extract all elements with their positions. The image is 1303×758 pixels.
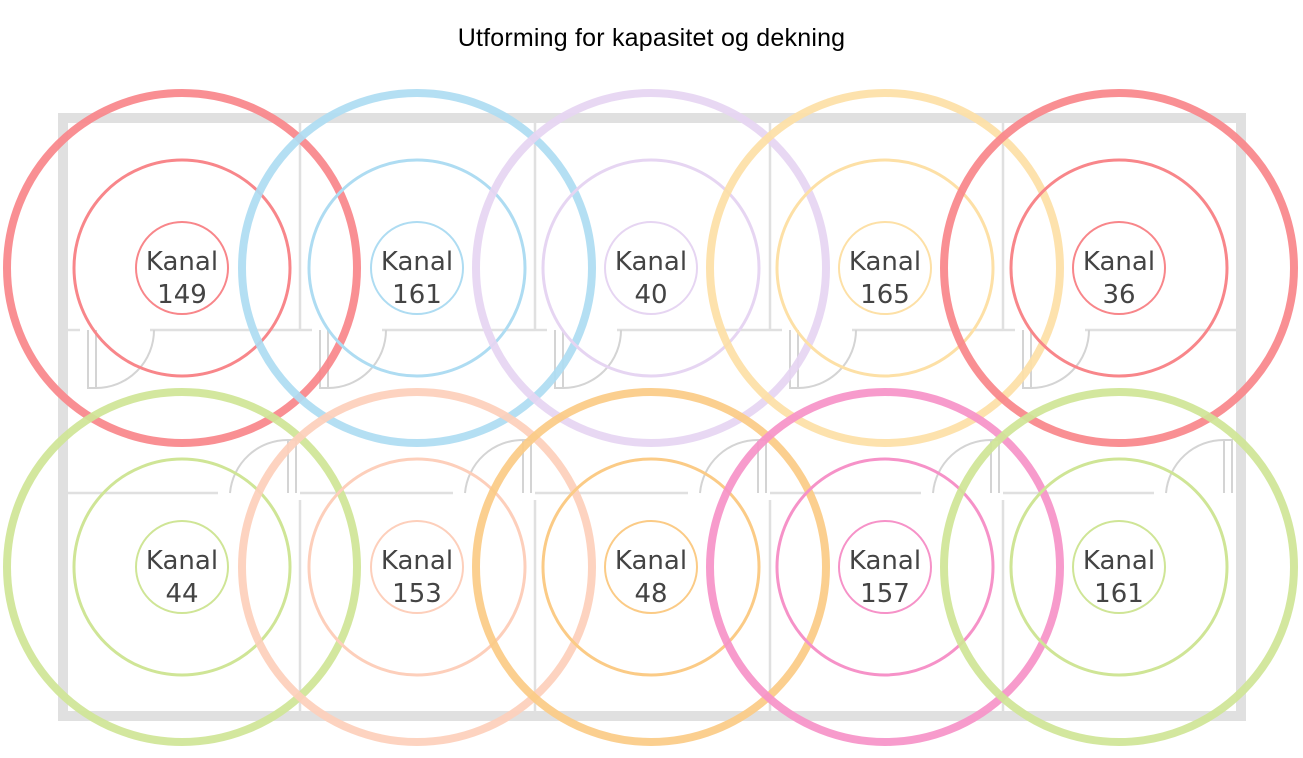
channel-word-label: Kanal [146, 546, 218, 576]
door-swing-arc [95, 329, 155, 389]
inner-coverage-ring [72, 158, 292, 378]
door-swing-arc [797, 329, 857, 389]
access-point-cell [940, 89, 1298, 447]
channel-word-label: Kanal [615, 546, 687, 576]
outer-coverage-ring [706, 388, 1064, 746]
access-point-circle [838, 221, 932, 315]
building-walls [58, 113, 1246, 721]
channel-word-label: Kanal [1083, 247, 1155, 277]
inner-coverage-ring [72, 457, 292, 677]
channel-word-label: Kanal [849, 546, 921, 576]
access-point-circle [370, 520, 464, 614]
channel-number-label: 161 [392, 280, 442, 310]
channel-number-label: 48 [634, 579, 667, 609]
inner-coverage-ring [541, 158, 761, 378]
door-swing-arc [1030, 329, 1090, 389]
channel-number-label: 149 [157, 280, 207, 310]
door-swing-arc [464, 438, 524, 494]
outer-coverage-ring [472, 89, 830, 447]
inner-coverage-ring [775, 457, 995, 677]
inner-coverage-ring [1009, 158, 1229, 378]
access-point-circle [604, 221, 698, 315]
channel-number-label: 157 [860, 579, 910, 609]
channel-word-label: Kanal [615, 247, 687, 277]
door-leaf [1223, 439, 1233, 493]
door-swing-arc [699, 438, 759, 494]
inner-coverage-ring [1009, 457, 1229, 677]
access-point-circle [1072, 520, 1166, 614]
outer-coverage-ring [472, 388, 830, 746]
outer-coverage-ring [940, 89, 1298, 447]
channel-word-label: Kanal [146, 247, 218, 277]
access-point-cell [3, 89, 361, 447]
access-point-circle [135, 221, 229, 315]
diagram-title: Utforming for kapasitet og dekning [457, 24, 846, 52]
door-swing-arc [327, 329, 387, 389]
access-point-circle [370, 221, 464, 315]
channel-word-label: Kanal [381, 247, 453, 277]
channel-labels: Kanal149Kanal161Kanal40Kanal165Kanal36Ka… [146, 247, 1155, 609]
outer-coverage-ring [3, 89, 361, 447]
channel-number-label: 165 [860, 280, 910, 310]
channel-number-label: 44 [165, 579, 198, 609]
inner-coverage-ring [307, 457, 527, 677]
access-point-circle [1072, 221, 1166, 315]
access-point-cell [472, 89, 830, 447]
channel-number-label: 153 [392, 579, 442, 609]
door-swing-arc [562, 329, 622, 389]
channel-number-label: 161 [1094, 579, 1144, 609]
coverage-circles [3, 89, 1298, 746]
channel-word-label: Kanal [381, 546, 453, 576]
inner-coverage-ring [775, 158, 995, 378]
channel-number-label: 40 [634, 280, 667, 310]
door-leaf [87, 330, 97, 389]
door-swing-arc [932, 438, 992, 494]
access-point-cell [706, 388, 1064, 746]
door-swing-arc [1165, 438, 1225, 494]
access-point-circle [135, 520, 229, 614]
channel-number-label: 36 [1102, 280, 1135, 310]
access-point-circle [838, 520, 932, 614]
outer-coverage-ring [3, 388, 361, 746]
inner-coverage-ring [541, 457, 761, 677]
channel-word-label: Kanal [849, 247, 921, 277]
access-point-cell [706, 89, 1064, 447]
outer-wall [58, 113, 1246, 721]
outer-coverage-ring [940, 388, 1298, 746]
outer-coverage-ring [238, 89, 596, 447]
access-point-circle [604, 520, 698, 614]
access-point-cell [3, 388, 361, 746]
inner-coverage-ring [307, 158, 527, 378]
access-point-cell [940, 388, 1298, 746]
access-point-cell [472, 388, 830, 746]
outer-coverage-ring [706, 89, 1064, 447]
access-point-cell [238, 388, 596, 746]
door-swing-arc [229, 438, 289, 494]
channel-word-label: Kanal [1083, 546, 1155, 576]
access-point-cell [238, 89, 596, 447]
outer-coverage-ring [238, 388, 596, 746]
